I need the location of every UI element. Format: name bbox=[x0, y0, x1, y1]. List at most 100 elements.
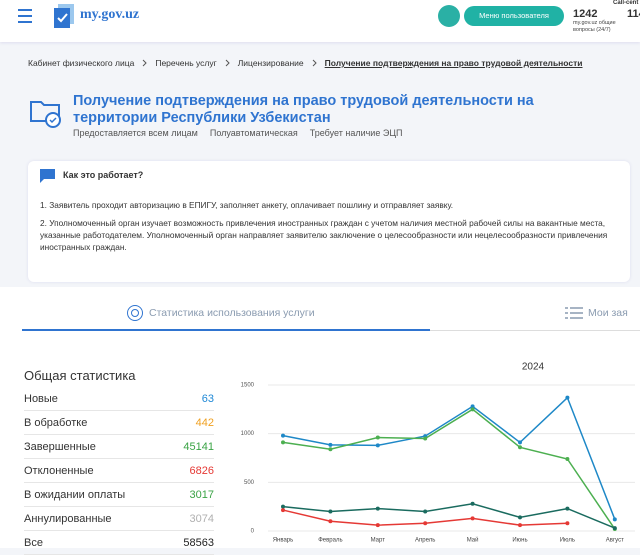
y-tick-label: 1000 bbox=[241, 431, 255, 437]
data-point bbox=[470, 407, 475, 412]
x-tick-label: Июль bbox=[560, 538, 575, 544]
breadcrumb[interactable]: Лицензирование bbox=[237, 58, 304, 68]
x-tick-label: Май bbox=[467, 537, 479, 544]
stats-value: 6826 bbox=[189, 464, 214, 477]
how-it-works: Как это работает? 1. Заявитель проходит … bbox=[28, 161, 630, 282]
data-point bbox=[281, 440, 285, 445]
stats-label: Новые bbox=[24, 392, 58, 405]
service-tags: Предоставляется всем лицам Полуавтоматиче… bbox=[73, 128, 402, 138]
stats-row: Все 58563 bbox=[24, 531, 214, 555]
data-point bbox=[375, 523, 380, 528]
data-point bbox=[281, 504, 285, 509]
breadcrumb[interactable]: Перечень услуг bbox=[155, 58, 217, 68]
service-tag: Требует наличие ЭЦП bbox=[309, 128, 403, 138]
data-point bbox=[328, 509, 333, 514]
service-tag: Полуавтоматическая bbox=[209, 128, 298, 138]
data-point bbox=[565, 521, 570, 526]
y-tick-label: 0 bbox=[251, 529, 255, 535]
data-point bbox=[423, 521, 428, 526]
stats-label: Завершенные bbox=[24, 440, 96, 453]
stats-value: 3074 bbox=[189, 512, 214, 525]
how-steps: 1. Заявитель проходит авторизацию в ЕПИГ… bbox=[40, 199, 620, 259]
stats-label: Все bbox=[24, 536, 43, 549]
menu-icon[interactable] bbox=[18, 9, 34, 23]
x-tick-label: Январь bbox=[273, 538, 294, 544]
data-point bbox=[281, 433, 285, 438]
series-line bbox=[282, 502, 616, 529]
stats-value: 3017 bbox=[189, 488, 214, 501]
data-point bbox=[565, 395, 570, 400]
header: my.gov.uz Меню пользователя 1242 my.gov.… bbox=[0, 0, 640, 42]
notifications[interactable] bbox=[438, 5, 460, 27]
data-point bbox=[423, 436, 428, 441]
stats-label: Отклоненные bbox=[24, 464, 94, 477]
tab-underline bbox=[22, 329, 430, 331]
data-point bbox=[470, 501, 475, 506]
logo-icon bbox=[54, 4, 74, 28]
data-point bbox=[328, 447, 333, 452]
tab-stats[interactable]: Статистика использования услуги bbox=[149, 307, 315, 319]
data-point bbox=[470, 516, 475, 521]
stats-title: Общая статистика bbox=[24, 368, 136, 383]
data-point bbox=[518, 440, 522, 445]
call-value: 114 bbox=[627, 8, 640, 20]
series-line bbox=[282, 396, 616, 520]
how-title: Как это работает? bbox=[63, 170, 144, 180]
data-point bbox=[328, 442, 333, 447]
stats-row: В обработке 442 bbox=[24, 411, 214, 435]
data-point bbox=[375, 506, 380, 511]
data-point bbox=[565, 506, 570, 511]
data-point bbox=[612, 526, 617, 531]
menu-button[interactable]: Меню пользователя bbox=[464, 6, 564, 26]
data-point bbox=[375, 435, 380, 440]
y-tick-label: 1500 bbox=[241, 383, 255, 389]
stats-row: Завершенные 45141 bbox=[24, 435, 214, 459]
data-point bbox=[281, 508, 285, 513]
tab-mine[interactable]: Мои зая bbox=[588, 307, 628, 319]
tab-divider bbox=[430, 330, 640, 331]
data-point bbox=[375, 443, 380, 448]
stats-panel: Статистика использования услуги Мои зая … bbox=[0, 287, 640, 548]
x-tick-label: Февраль bbox=[318, 538, 342, 544]
breadcrumb[interactable]: Кабинет физического лица bbox=[28, 58, 135, 68]
data-point bbox=[470, 404, 475, 409]
service-tag: Предоставляется всем лицам bbox=[73, 128, 198, 138]
stats-row: В ожидании оплаты 3017 bbox=[24, 483, 214, 507]
how-step: 2. Уполномоченный орган изучает возможно… bbox=[40, 218, 608, 252]
data-point bbox=[518, 523, 522, 528]
data-point bbox=[518, 445, 522, 450]
stat-value: 1242 bbox=[573, 8, 598, 20]
x-tick-label: Апрель bbox=[415, 538, 435, 544]
series-line bbox=[282, 408, 616, 530]
stats-value: 63 bbox=[201, 392, 214, 405]
breadcrumb[interactable]: Получение подтверждения на право трудово… bbox=[324, 58, 583, 68]
data-point bbox=[328, 519, 333, 524]
data-point bbox=[565, 456, 570, 461]
stat-label: my.gov.uz общие вопросы (24/7) bbox=[573, 20, 616, 33]
stats-row: Аннулированные 3074 bbox=[24, 507, 214, 531]
stats-label: В ожидании оплаты bbox=[24, 488, 126, 501]
x-tick-label: Август bbox=[606, 538, 624, 544]
stats-label: В обработке bbox=[24, 416, 88, 429]
breadcrumb-separator bbox=[312, 59, 317, 67]
breadcrumb-separator bbox=[225, 59, 230, 67]
x-tick-label: Июнь bbox=[512, 538, 527, 544]
stats-row: Новые 63 bbox=[24, 387, 214, 411]
data-point bbox=[612, 517, 617, 522]
chat-icon bbox=[40, 169, 55, 183]
data-point bbox=[423, 509, 428, 514]
stats-value: 442 bbox=[195, 416, 214, 429]
x-tick-label: Март bbox=[371, 538, 386, 544]
how-step: 1. Заявитель проходит авторизацию в ЕПИГ… bbox=[40, 200, 454, 210]
data-point bbox=[518, 515, 522, 520]
breadcrumb-separator bbox=[142, 59, 148, 67]
logo[interactable]: my.gov.uz bbox=[80, 7, 140, 22]
service-title: Получение подтверждения на право трудово… bbox=[73, 93, 534, 126]
stats-label: Аннулированные bbox=[24, 512, 112, 525]
chart-title: 2024 bbox=[522, 362, 545, 373]
tab-list-icon bbox=[565, 307, 583, 319]
tab-icon bbox=[127, 305, 143, 321]
stats-row: Отклоненные 6826 bbox=[24, 459, 214, 483]
stats-value: 45141 bbox=[183, 440, 214, 453]
